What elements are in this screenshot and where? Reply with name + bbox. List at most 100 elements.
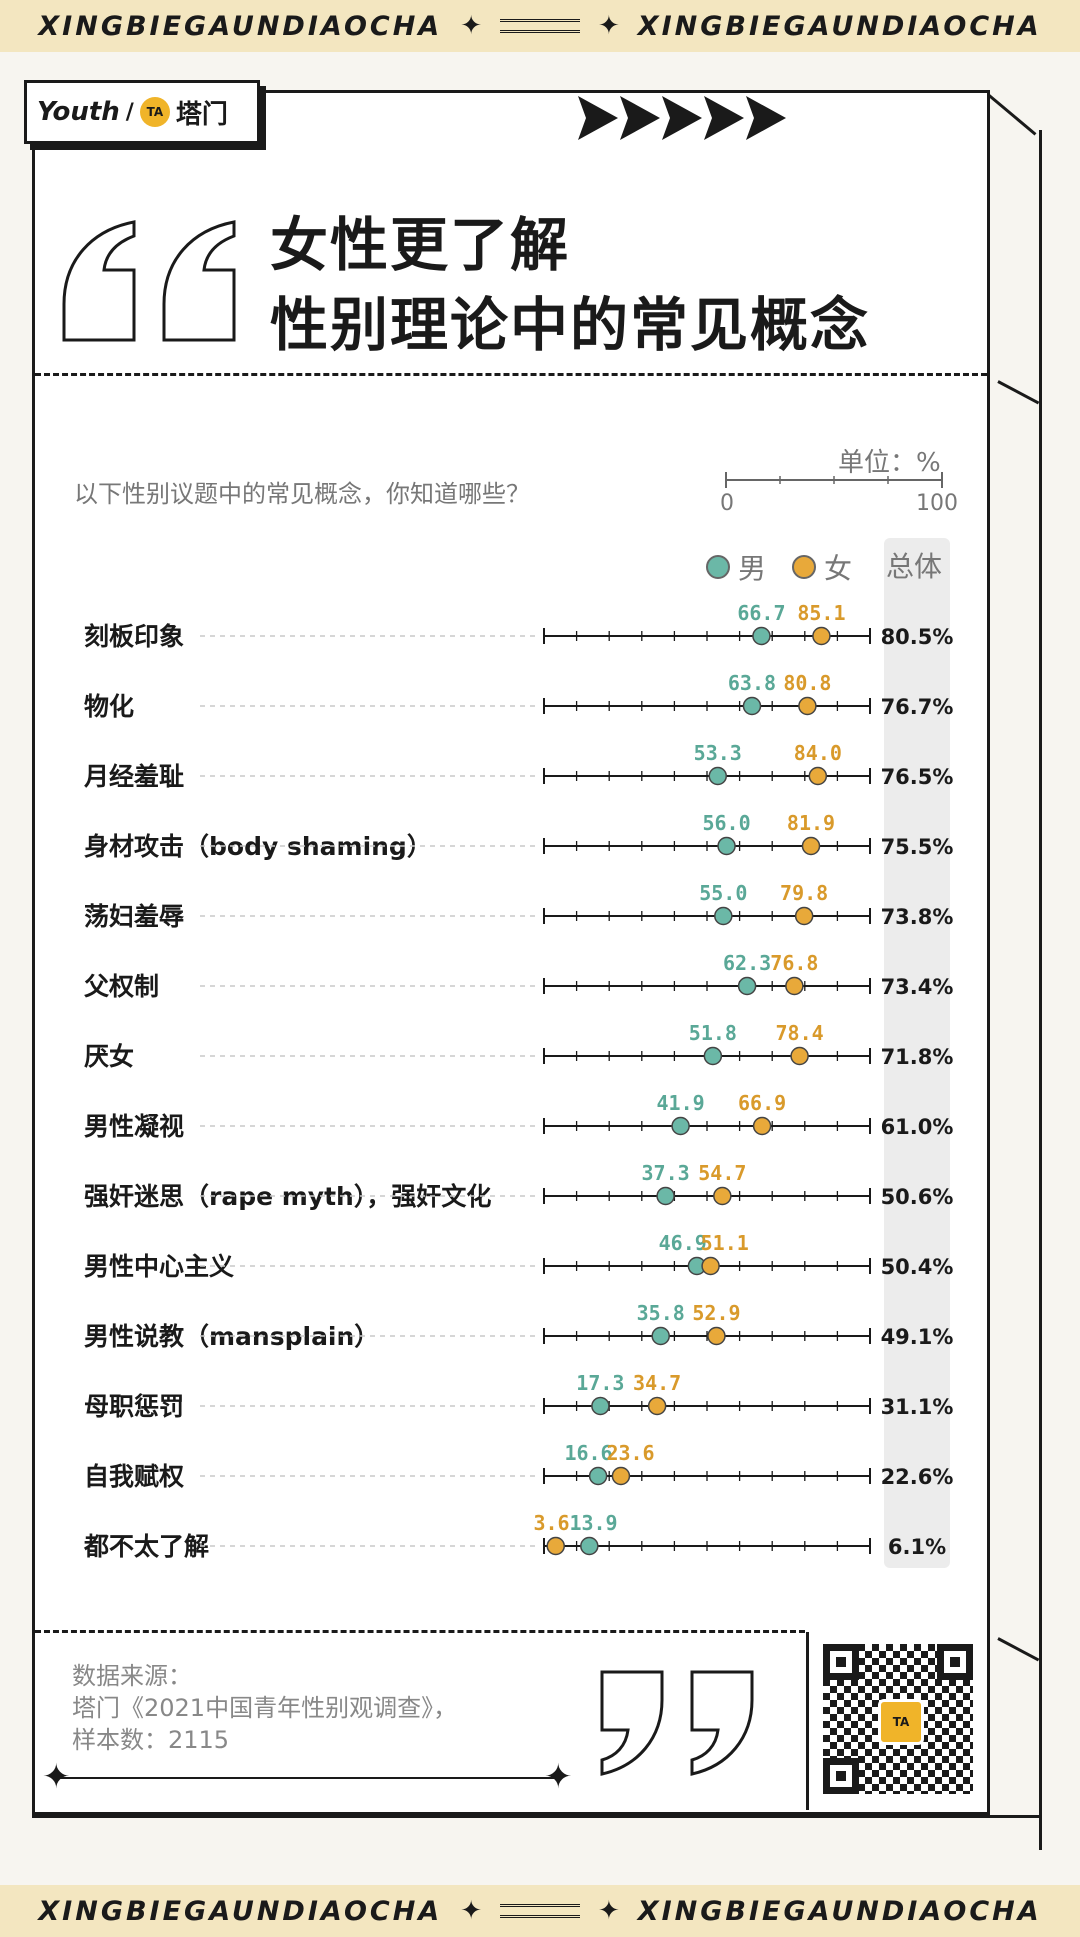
male-dot	[588, 1466, 608, 1486]
footer-divider	[35, 1630, 805, 1633]
logo-separator: /	[125, 99, 134, 125]
male-value-label: 17.3	[576, 1371, 624, 1395]
source-label: 数据来源：	[72, 1662, 192, 1690]
female-value-label: 81.9	[787, 811, 835, 835]
qr-logo-icon: TA	[878, 1699, 924, 1745]
total-value-label: 50.6%	[881, 1185, 954, 1209]
male-dot	[737, 976, 757, 996]
male-value-label: 66.7	[737, 601, 785, 625]
male-value-label: 46.9	[659, 1231, 707, 1255]
female-dot	[808, 766, 828, 786]
female-value-label: 80.8	[783, 671, 831, 695]
male-value-label: 16.6	[564, 1441, 612, 1465]
total-value-label: 50.4%	[881, 1255, 954, 1279]
female-dot	[707, 1326, 726, 1346]
category-label: 厌女	[84, 1042, 134, 1071]
category-label: 男性中心主义	[84, 1252, 234, 1281]
female-value-label: 66.9	[738, 1091, 786, 1115]
male-dot	[580, 1536, 599, 1556]
category-label: 月经羞耻	[83, 762, 184, 791]
category-label: 荡妇羞辱	[84, 902, 184, 931]
data-source: 数据来源： 塔门《2021中国青年性别观调查》， 样本数：2115	[72, 1660, 457, 1756]
legend-female-swatch	[792, 555, 816, 579]
male-dot	[651, 1326, 670, 1346]
sparkle-icon: ✦	[460, 11, 482, 41]
male-dot	[656, 1186, 675, 1206]
total-value-label: 61.0%	[881, 1115, 954, 1139]
total-value-label: 76.7%	[881, 695, 954, 719]
female-dot	[794, 906, 814, 926]
qr-code[interactable]: TA	[806, 1632, 984, 1810]
arrow-decoration	[578, 96, 794, 140]
source-name: 塔门《2021中国青年性别观调查》，	[72, 1694, 458, 1722]
male-dot	[714, 906, 733, 926]
female-dot	[790, 1046, 809, 1066]
partner-name: 塔门	[175, 99, 228, 130]
total-value-label: 75.5%	[881, 835, 954, 859]
scale-max: 100	[916, 491, 958, 516]
category-label: 男性凝视	[84, 1112, 184, 1141]
male-value-label: 56.0	[702, 811, 750, 835]
male-value-label: 55.0	[699, 881, 747, 905]
quote-open-icon	[62, 220, 236, 342]
total-value-label: 6.1%	[888, 1535, 946, 1559]
legend-male-swatch	[706, 555, 730, 579]
male-value-label: 62.3	[723, 951, 771, 975]
male-dot	[752, 626, 771, 646]
female-value-label: 34.7	[633, 1371, 681, 1395]
total-value-label: 76.5%	[881, 765, 954, 789]
female-value-label: 84.0	[794, 741, 842, 765]
banner-divider	[500, 1904, 580, 1918]
legend-female: 女	[792, 547, 852, 587]
title-line-1: 女性更了解	[270, 211, 571, 279]
female-value-label: 23.6	[606, 1441, 654, 1465]
female-value-label: 79.8	[780, 881, 828, 905]
title-line-2: 性别理论中的常见概念	[270, 291, 871, 359]
category-label: 自我赋权	[84, 1462, 184, 1491]
legend-female-label: 女	[824, 552, 853, 585]
category-label: 都不太了解	[83, 1532, 209, 1561]
sample-size: 样本数：2115	[72, 1726, 230, 1754]
total-value-label: 71.8%	[881, 1045, 954, 1069]
male-value-label: 53.3	[694, 741, 742, 765]
female-dot	[812, 626, 831, 646]
category-label: 刻板印象	[84, 622, 184, 651]
female-value-label: 3.6	[533, 1511, 569, 1535]
sparkle-icon: ✦	[598, 1896, 620, 1926]
banner-text: XINGBIEGAUNDIAOCHA	[38, 1895, 443, 1927]
female-value-label: 51.1	[701, 1231, 749, 1255]
card-3d-bottom	[32, 1815, 1042, 1818]
banner-divider	[500, 19, 580, 33]
header-divider	[35, 373, 987, 376]
qr-finder	[823, 1644, 859, 1680]
qr-pattern: TA	[823, 1644, 973, 1794]
tamen-logo-icon: TA	[139, 97, 170, 127]
total-value-label: 31.1%	[881, 1395, 954, 1419]
female-value-label: 76.8	[770, 951, 818, 975]
total-value-label: 80.5%	[881, 625, 954, 649]
male-value-label: 13.9	[569, 1511, 617, 1535]
male-value-label: 63.8	[728, 671, 776, 695]
male-value-label: 35.8	[637, 1301, 685, 1325]
total-column-bg	[884, 538, 950, 1568]
unit-label: 单位：%	[838, 448, 941, 478]
male-dot	[703, 1046, 723, 1066]
female-dot	[546, 1536, 565, 1556]
female-value-label: 85.1	[797, 601, 845, 625]
scale-legend: 0 100	[720, 472, 958, 516]
card-frame	[32, 90, 990, 1815]
female-dot	[798, 696, 817, 716]
sparkle-icon: ✦	[460, 1896, 482, 1926]
female-dot	[785, 976, 804, 996]
qr-finder	[937, 1644, 973, 1680]
banner-text: XINGBIEGAUNDIAOCHA	[38, 10, 443, 42]
card-3d-side	[990, 130, 1042, 1850]
page-title: 女性更了解 性别理论中的常见概念	[270, 205, 870, 365]
total-value-label: 73.4%	[881, 975, 954, 999]
category-label: 母职惩罚	[84, 1392, 184, 1421]
female-dot	[713, 1186, 732, 1206]
sparkle-icon: ✦	[42, 1757, 71, 1797]
female-dot	[611, 1466, 631, 1486]
category-label: 身材攻击（body shaming）	[84, 832, 432, 861]
